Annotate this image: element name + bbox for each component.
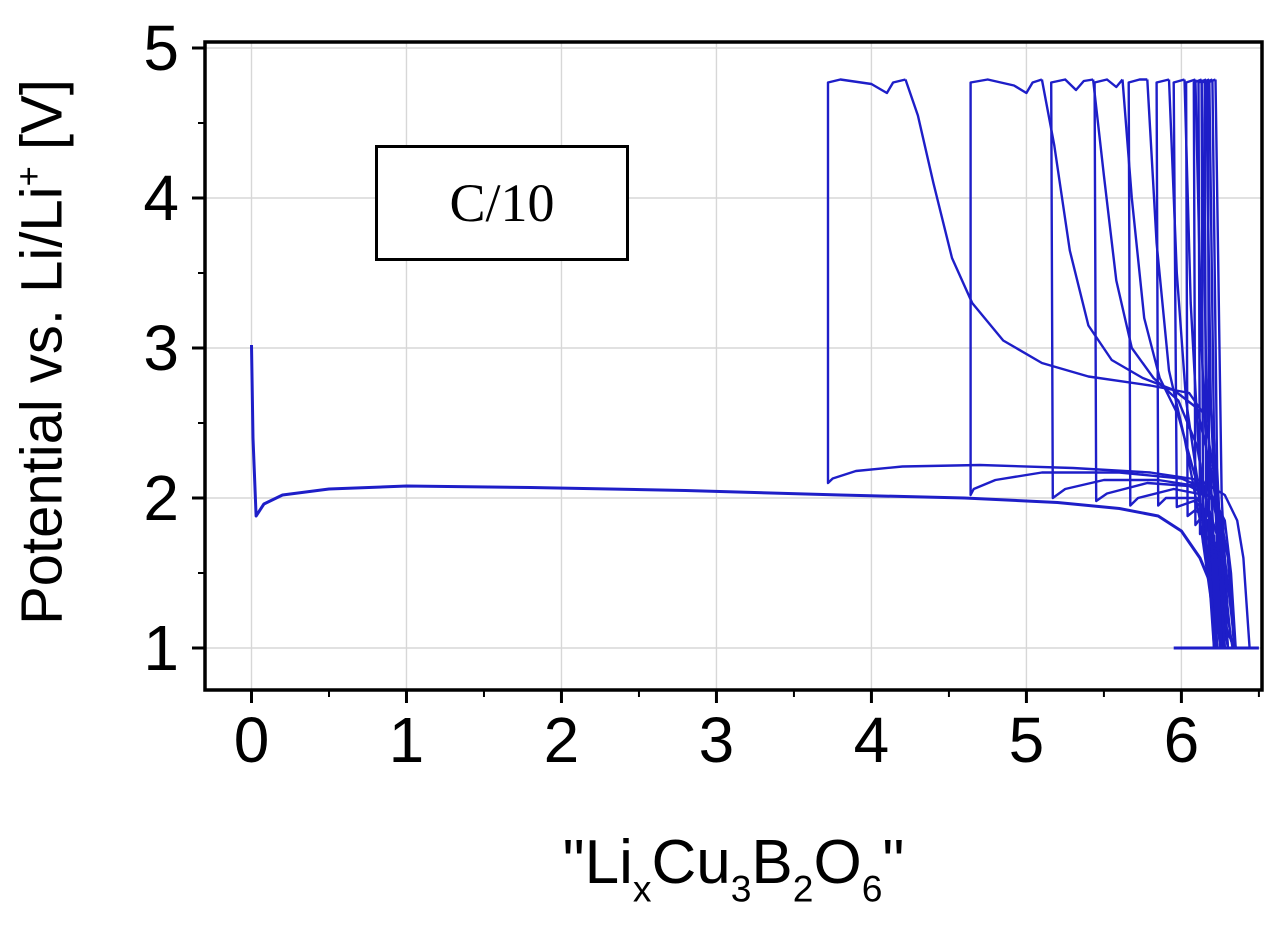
tick-label-y-5: 5 (143, 12, 179, 84)
series-discharge-8 (1183, 79, 1216, 649)
series-discharge-14 (1214, 79, 1234, 649)
label-text: " (882, 828, 905, 897)
series-charge-9 (1192, 78, 1219, 649)
tick-label-y-4: 4 (143, 162, 179, 234)
label-text: "Li (562, 828, 633, 897)
tick-label-y-1: 1 (143, 612, 179, 684)
tick-label-x-6: 6 (1164, 704, 1200, 776)
subscript-text: 6 (861, 867, 883, 910)
tick-label-x-3: 3 (699, 704, 735, 776)
annotation-text: C/10 (449, 173, 555, 233)
tick-label-x-0: 0 (234, 704, 270, 776)
tick-label-x-1: 1 (389, 704, 425, 776)
tick-label-x-5: 5 (1009, 704, 1045, 776)
label-text: O (813, 828, 862, 897)
series-discharge-1 (250, 344, 1250, 650)
tick-label-x-4: 4 (854, 704, 890, 776)
annotation-box: C/10 (375, 145, 629, 261)
subscript-text: 3 (730, 867, 752, 910)
x-axis-label: "LixCu3B2O6" (205, 832, 1262, 908)
series-charge-13 (1206, 78, 1230, 649)
series-discharge-2 (904, 79, 1237, 649)
tick-label-x-2: 2 (544, 704, 580, 776)
series-charge-1 (826, 78, 1251, 649)
label-text: Potential vs. Li/Li (9, 186, 75, 625)
superscript-text: + (9, 166, 49, 187)
series-group (250, 78, 1259, 650)
tick-label-y-2: 2 (143, 462, 179, 534)
label-text: Cu (651, 828, 731, 897)
y-axis-label: Potential vs. Li/Li+ [V] (9, 79, 74, 625)
plot-frame (203, 40, 1264, 692)
tick-label-y-3: 3 (143, 312, 179, 384)
subscript-text: x (632, 867, 652, 910)
label-text: [V] (9, 79, 75, 167)
subscript-text: 2 (792, 867, 814, 910)
label-text: B (751, 828, 793, 897)
